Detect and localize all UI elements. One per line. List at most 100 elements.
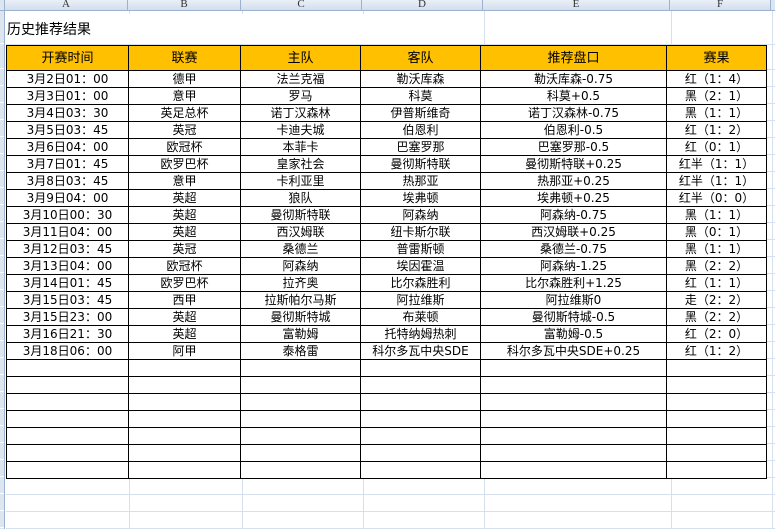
table-row-empty[interactable] xyxy=(6,410,767,428)
table-row[interactable]: 3月11日04：00 英超 西汉姆联 纽卡斯尔联 西汉姆联+0.25 黑（0：1） xyxy=(6,223,767,241)
cell-home[interactable]: 法兰克福 xyxy=(240,70,361,88)
table-row[interactable]: 3月4日03：30 英足总杯 诺丁汉森林 伊普斯维奇 诺丁汉森林-0.75 黑（1：1） xyxy=(6,104,767,122)
row-header-14[interactable] xyxy=(0,256,4,273)
cell-home[interactable]: 泰格雷 xyxy=(240,342,361,360)
table-row[interactable]: 3月16日21：30 英超 富勒姆 托特纳姆热刺 富勒姆-0.5 红（2：0） xyxy=(6,325,767,343)
cell-time[interactable]: 3月3日01：00 xyxy=(6,87,129,105)
row-header-3[interactable] xyxy=(0,69,4,86)
cell-away[interactable]: 阿森纳 xyxy=(360,206,481,224)
row-header-12[interactable] xyxy=(0,222,4,239)
column-header-time[interactable]: 开赛时间 xyxy=(6,45,129,71)
cell-result[interactable]: 红（1：2） xyxy=(666,342,767,360)
cell-time[interactable]: 3月5日03：45 xyxy=(6,121,129,139)
row-header-27[interactable] xyxy=(0,477,4,494)
cell-pick-empty[interactable] xyxy=(480,410,667,428)
cell-away[interactable]: 曼彻斯特联 xyxy=(360,155,481,173)
cell-league[interactable]: 意甲 xyxy=(128,87,241,105)
row-header-24[interactable] xyxy=(0,426,4,443)
table-row[interactable]: 3月5日03：45 英冠 卡迪夫城 伯恩利 伯恩利-0.5 红（1：2） xyxy=(6,121,767,139)
column-header-result[interactable]: 赛果 xyxy=(666,45,767,71)
cell-result-empty[interactable] xyxy=(666,427,767,445)
cell-away[interactable]: 勒沃库森 xyxy=(360,70,481,88)
row-header-7[interactable] xyxy=(0,137,4,154)
cell-away-empty[interactable] xyxy=(360,461,481,479)
cell-away[interactable]: 伊普斯维奇 xyxy=(360,104,481,122)
row-header-22[interactable] xyxy=(0,392,4,409)
cell-pick-empty[interactable] xyxy=(480,427,667,445)
cell-time-empty[interactable] xyxy=(6,410,129,428)
cell-result[interactable]: 走（2：2） xyxy=(666,291,767,309)
cell-time[interactable]: 3月10日00：30 xyxy=(6,206,129,224)
cell-away-empty[interactable] xyxy=(360,410,481,428)
cell-pick[interactable]: 西汉姆联+0.25 xyxy=(480,223,667,241)
cell-home[interactable]: 拉斯帕尔马斯 xyxy=(240,291,361,309)
cell-result-empty[interactable] xyxy=(666,444,767,462)
cell-result-empty[interactable] xyxy=(666,393,767,411)
cell-away[interactable]: 阿拉维斯 xyxy=(360,291,481,309)
select-all-corner[interactable] xyxy=(0,0,5,10)
row-header-19[interactable] xyxy=(0,341,4,358)
cell-pick[interactable]: 科尔多瓦中央SDE+0.25 xyxy=(480,342,667,360)
cell-result[interactable]: 黑（1：1） xyxy=(666,206,767,224)
cell-result[interactable]: 红半（1：1） xyxy=(666,172,767,190)
cell-league[interactable]: 西甲 xyxy=(128,291,241,309)
row-header-11[interactable] xyxy=(0,205,4,222)
cell-away[interactable]: 托特纳姆热刺 xyxy=(360,325,481,343)
cell-away[interactable]: 巴塞罗那 xyxy=(360,138,481,156)
cell-league-empty[interactable] xyxy=(128,376,241,394)
cell-league-empty[interactable] xyxy=(128,461,241,479)
column-header-b[interactable]: B xyxy=(128,0,241,10)
cell-away-empty[interactable] xyxy=(360,427,481,445)
cell-away[interactable]: 科莫 xyxy=(360,87,481,105)
cell-pick[interactable]: 阿森纳-1.25 xyxy=(480,257,667,275)
column-header-a[interactable]: A xyxy=(5,0,128,10)
cell-away[interactable]: 埃因霍温 xyxy=(360,257,481,275)
cell-league-empty[interactable] xyxy=(128,410,241,428)
cell-away-empty[interactable] xyxy=(360,376,481,394)
cell-time[interactable]: 3月15日03：45 xyxy=(6,291,129,309)
cell-result[interactable]: 红（1：2） xyxy=(666,121,767,139)
cell-result[interactable]: 红（2：0） xyxy=(666,325,767,343)
cell-home[interactable]: 狼队 xyxy=(240,189,361,207)
cell-time[interactable]: 3月6日04：00 xyxy=(6,138,129,156)
cell-home-empty[interactable] xyxy=(240,444,361,462)
cell-home-empty[interactable] xyxy=(240,427,361,445)
row-header-17[interactable] xyxy=(0,307,4,324)
table-row-empty[interactable] xyxy=(6,393,767,411)
cell-pick[interactable]: 曼彻斯特城-0.5 xyxy=(480,308,667,326)
cell-pick[interactable]: 勒沃库森-0.75 xyxy=(480,70,667,88)
cell-pick[interactable]: 桑德兰-0.75 xyxy=(480,240,667,258)
column-header-c[interactable]: C xyxy=(241,0,362,10)
cell-pick[interactable]: 阿拉维斯0 xyxy=(480,291,667,309)
row-header-20[interactable] xyxy=(0,358,4,375)
cell-pick-empty[interactable] xyxy=(480,376,667,394)
cell-home[interactable]: 卡利亚里 xyxy=(240,172,361,190)
cell-pick-empty[interactable] xyxy=(480,461,667,479)
row-header-13[interactable] xyxy=(0,239,4,256)
column-header-f[interactable]: F xyxy=(670,0,771,10)
cell-league[interactable]: 英超 xyxy=(128,189,241,207)
cell-league[interactable]: 阿甲 xyxy=(128,342,241,360)
cell-time[interactable]: 3月9日04：00 xyxy=(6,189,129,207)
cell-league[interactable]: 欧罗巴杯 xyxy=(128,274,241,292)
table-row[interactable]: 3月13日04：00 欧冠杯 阿森纳 埃因霍温 阿森纳-1.25 黑（2：2） xyxy=(6,257,767,275)
column-header-d[interactable]: D xyxy=(362,0,483,10)
cell-pick-empty[interactable] xyxy=(480,359,667,377)
table-row[interactable]: 3月9日04：00 英超 狼队 埃弗顿 埃弗顿+0.25 红半（0：0） xyxy=(6,189,767,207)
cell-time[interactable]: 3月13日04：00 xyxy=(6,257,129,275)
row-header-15[interactable] xyxy=(0,273,4,290)
cell-time[interactable]: 3月12日03：45 xyxy=(6,240,129,258)
table-row-empty[interactable] xyxy=(6,444,767,462)
table-row[interactable]: 3月10日00：30 英超 曼彻斯特联 阿森纳 阿森纳-0.75 黑（1：1） xyxy=(6,206,767,224)
cell-home[interactable]: 卡迪夫城 xyxy=(240,121,361,139)
cell-home[interactable]: 曼彻斯特城 xyxy=(240,308,361,326)
cell-league-empty[interactable] xyxy=(128,393,241,411)
table-row[interactable]: 3月15日23：00 英超 曼彻斯特城 布莱顿 曼彻斯特城-0.5 黑（2：2） xyxy=(6,308,767,326)
cell-pick[interactable]: 阿森纳-0.75 xyxy=(480,206,667,224)
cell-result-empty[interactable] xyxy=(666,461,767,479)
cell-time[interactable]: 3月11日04：00 xyxy=(6,223,129,241)
cell-pick[interactable]: 巴塞罗那-0.5 xyxy=(480,138,667,156)
cell-away[interactable]: 纽卡斯尔联 xyxy=(360,223,481,241)
row-header-8[interactable] xyxy=(0,154,4,171)
cell-time-empty[interactable] xyxy=(6,376,129,394)
